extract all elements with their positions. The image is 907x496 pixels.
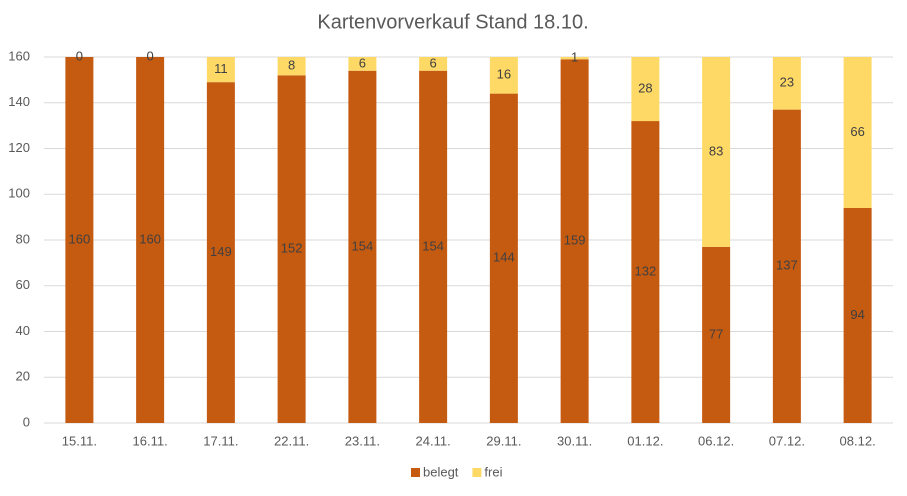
data-label: 152 — [281, 241, 303, 256]
bar-segment — [843, 57, 872, 208]
bar-segment — [65, 57, 94, 423]
bar-segment — [843, 207, 872, 423]
legend-swatch — [472, 468, 482, 477]
data-label: 8 — [288, 58, 295, 73]
data-label: 28 — [638, 80, 652, 95]
data-label: 6 — [359, 55, 366, 70]
y-tick-label: 80 — [16, 231, 30, 246]
data-label: 94 — [850, 307, 864, 322]
bar-segment — [136, 57, 165, 423]
bar-segment — [206, 57, 235, 83]
x-tick-label: 22.11. — [274, 433, 309, 448]
bar-segment — [489, 93, 518, 423]
x-tick-label: 24.11. — [416, 433, 451, 448]
data-label: 1 — [571, 50, 578, 65]
x-tick-label: 08.12. — [840, 433, 876, 448]
bar-segment — [631, 57, 660, 122]
data-label: 144 — [493, 250, 515, 265]
bar-segment — [277, 57, 306, 76]
bar-segment — [277, 75, 306, 424]
bar-segment — [348, 70, 377, 423]
x-tick-label: 01.12. — [627, 433, 663, 448]
bar-segment — [419, 57, 448, 71]
data-label: 23 — [780, 75, 794, 90]
x-tick-label: 15.11. — [62, 433, 97, 448]
chart-title: Kartenvorverkauf Stand 18.10. — [317, 11, 588, 33]
x-tick-label: 07.12. — [769, 433, 805, 448]
data-label: 6 — [430, 55, 437, 70]
y-tick-label: 140 — [8, 94, 30, 109]
x-tick-label: 17.11. — [203, 433, 238, 448]
x-tick-label: 30.11. — [557, 433, 592, 448]
data-label: 160 — [69, 231, 91, 246]
bar-segment — [702, 57, 731, 247]
bar-segment — [772, 57, 801, 110]
bar-segment — [419, 70, 448, 423]
bar-segment — [560, 59, 589, 423]
data-label: 0 — [76, 48, 83, 63]
y-tick-label: 100 — [8, 186, 30, 201]
data-label: 77 — [709, 326, 723, 341]
x-tick-label: 29.11. — [486, 433, 521, 448]
data-label: 154 — [352, 238, 374, 253]
data-label: 137 — [776, 258, 798, 273]
data-label: 0 — [147, 48, 154, 63]
data-label: 83 — [709, 143, 723, 158]
data-label: 132 — [635, 263, 657, 278]
data-label: 159 — [564, 233, 586, 248]
legend-label: frei — [484, 464, 502, 479]
legend-swatch — [411, 468, 420, 477]
y-tick-label: 60 — [16, 277, 30, 292]
x-tick-label: 23.11. — [345, 433, 380, 448]
y-tick-label: 120 — [8, 140, 30, 155]
bar-segment — [206, 82, 235, 423]
data-label: 149 — [210, 244, 232, 259]
y-tick-label: 20 — [16, 369, 30, 384]
x-tick-label: 06.12. — [698, 433, 734, 448]
bar-segment — [348, 57, 377, 71]
y-tick-label: 0 — [23, 414, 30, 429]
data-label: 154 — [422, 238, 444, 253]
data-label: 66 — [850, 124, 864, 139]
data-label: 11 — [214, 61, 228, 76]
data-label: 16 — [497, 67, 511, 82]
bar-segment — [702, 246, 731, 423]
data-label: 160 — [139, 231, 161, 246]
x-tick-label: 16.11. — [133, 433, 168, 448]
y-tick-label: 40 — [16, 323, 30, 338]
bar-segment — [489, 57, 518, 94]
bar-segment — [560, 57, 589, 60]
legend-label: belegt — [423, 464, 459, 479]
bar-segment — [772, 109, 801, 424]
bar-segment — [631, 121, 660, 424]
y-tick-label: 160 — [8, 48, 30, 63]
